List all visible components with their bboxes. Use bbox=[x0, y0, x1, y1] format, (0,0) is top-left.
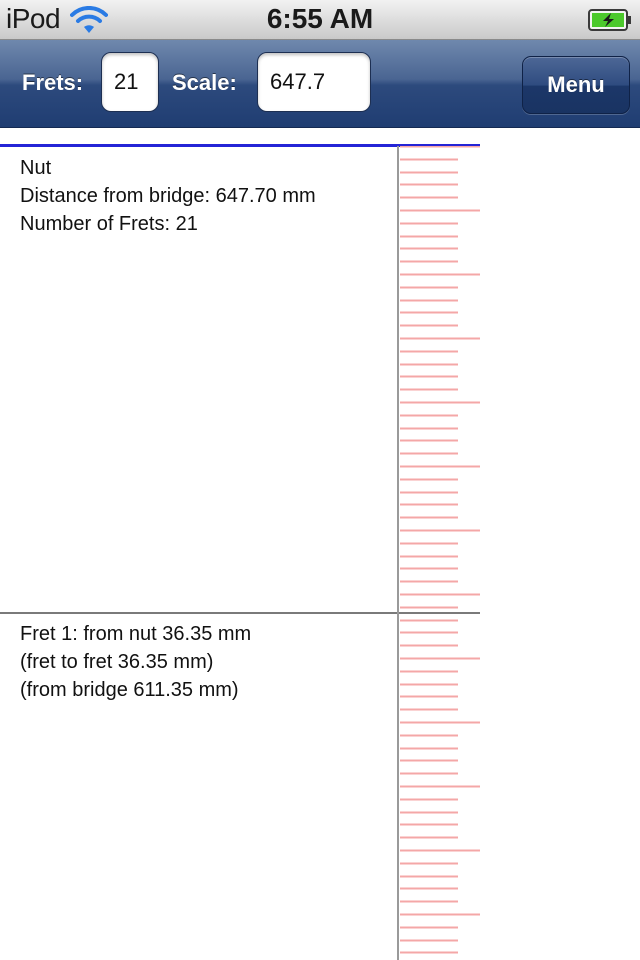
battery-charging-icon bbox=[588, 9, 631, 31]
nut-fret-count: Number of Frets: 21 bbox=[20, 213, 198, 235]
fret-1-line bbox=[0, 612, 480, 614]
wifi-icon bbox=[70, 6, 108, 33]
nut-line bbox=[0, 144, 480, 147]
scale-label: Scale: bbox=[172, 70, 237, 95]
menu-button[interactable]: Menu bbox=[522, 56, 630, 114]
nut-info: Nut Distance from bridge: 647.70 mm Numb… bbox=[20, 154, 316, 238]
frets-label: Frets: bbox=[22, 70, 84, 95]
nut-distance: Distance from bridge: 647.70 mm bbox=[20, 185, 316, 207]
fret-1-from-bridge: (from bridge 611.35 mm) bbox=[20, 679, 239, 701]
device-name: iPod bbox=[6, 3, 61, 34]
mm-ruler bbox=[397, 146, 480, 960]
frets-input[interactable] bbox=[101, 52, 159, 112]
nut-title: Nut bbox=[20, 157, 52, 179]
status-time: 6:55 AM bbox=[266, 3, 374, 34]
fret-1-info: Fret 1: from nut 36.35 mm (fret to fret … bbox=[20, 620, 251, 704]
fret-1-from-nut: Fret 1: from nut 36.35 mm bbox=[20, 623, 252, 645]
toolbar: Frets: Scale: Menu bbox=[0, 40, 640, 128]
status-bar: iPod 6:55 AM bbox=[0, 0, 640, 40]
fretboard-view[interactable]: Nut Distance from bridge: 647.70 mm Numb… bbox=[0, 128, 640, 960]
scale-input[interactable] bbox=[257, 52, 371, 112]
fret-1-fret-to-fret: (fret to fret 36.35 mm) bbox=[20, 651, 214, 673]
